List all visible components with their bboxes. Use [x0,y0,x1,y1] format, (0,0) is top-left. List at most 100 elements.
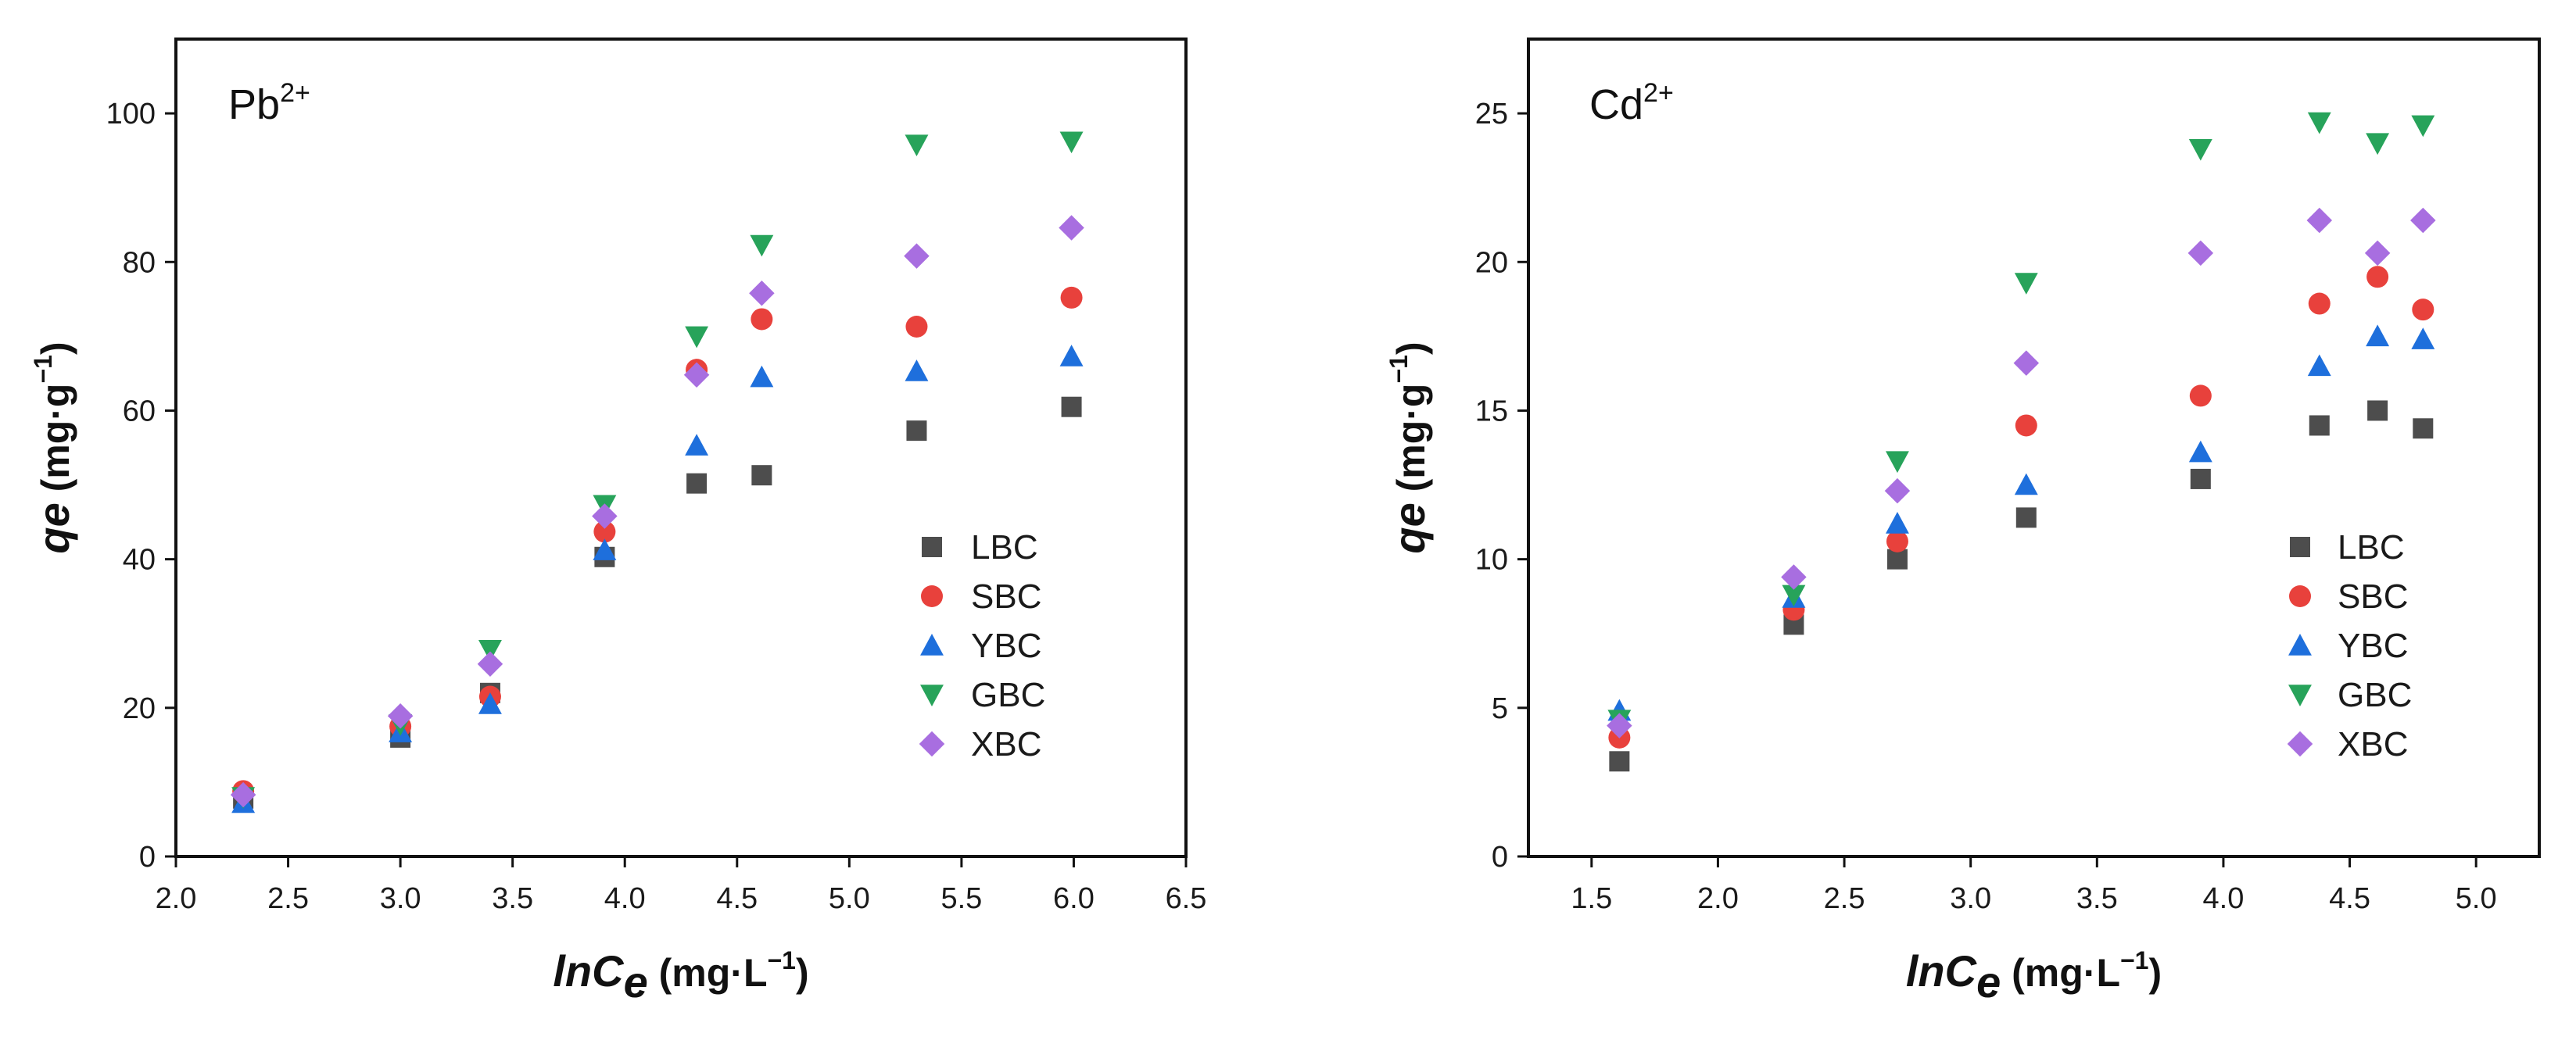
data-point [478,692,502,714]
x-tick-label: 2.5 [267,882,309,915]
legend-marker [2288,634,2312,656]
panel-title: Cd2+ [1589,78,1674,128]
data-point [2410,207,2436,234]
legend: LBC SBC YBC GBC XBC [919,528,1045,763]
data-point [230,781,256,808]
data-point [2188,440,2212,463]
data-point [2187,240,2214,266]
legend-marker [2287,731,2313,757]
data-point [478,639,502,662]
legend-label: SBC [2338,577,2408,616]
legend: LBC SBC YBC GBC XBC [2287,528,2412,763]
x-tick-label: 4.0 [2203,882,2245,915]
y-tick-label: 20 [1475,246,1508,279]
y-tick-label: 15 [1475,395,1508,427]
data-point [2014,273,2038,295]
data-point [750,234,774,257]
data-point [2013,350,2040,376]
data-point [2366,266,2389,288]
data-point [2307,112,2331,134]
data-point [2306,207,2333,234]
y-tick-label: 60 [123,395,156,427]
legend-marker [921,585,943,607]
data-point [905,359,929,381]
legend-marker [2290,537,2310,557]
y-tick-label: 0 [139,841,156,874]
data-point [1609,751,1630,772]
data-point [2367,400,2388,421]
legend-label: YBC [2338,627,2408,665]
x-tick-label: 4.5 [2329,882,2370,915]
data-point [905,134,929,156]
data-point [2413,418,2434,439]
data-point [2411,327,2435,349]
panel-title: Pb2+ [228,78,310,128]
data-point [593,538,617,560]
data-point [904,243,930,269]
legend-label: XBC [971,725,1041,763]
x-tick-label: 2.0 [1697,882,1739,915]
data-point [2188,139,2212,161]
legend-label: GBC [971,676,1045,714]
x-tick-label: 3.0 [1950,882,1991,915]
data-point [749,280,775,306]
data-point [2014,473,2038,495]
legend-label: LBC [971,528,1038,567]
data-point [1782,585,1806,607]
x-tick-label: 4.5 [716,882,758,915]
x-tick-label: 6.5 [1166,882,1207,915]
y-axis-title: qe (mg·g−1) [1385,341,1434,553]
data-point [750,365,774,388]
legend-label: YBC [971,627,1041,665]
data-point [1060,286,1083,309]
legend-marker [2289,585,2311,607]
y-tick-label: 80 [123,246,156,279]
y-axis-title: qe (mg·g−1) [29,341,78,553]
data-point [685,326,709,349]
data-point [685,434,709,456]
data-point [906,420,927,442]
x-tick-label: 5.0 [829,882,870,915]
data-point [1781,564,1807,590]
plot-frame [1527,38,2541,858]
series-YBC [231,345,1084,813]
x-tick-label: 2.0 [156,882,197,915]
x-tick-label: 5.0 [2456,882,2497,915]
x-tick-label: 3.5 [2076,882,2118,915]
x-tick-label: 4.0 [604,882,646,915]
y-tick-label: 25 [1475,98,1508,130]
legend-marker [920,685,944,706]
legend-label: SBC [971,577,1041,616]
series-XBC [1607,207,2436,738]
data-point [751,465,772,486]
data-point [593,520,616,543]
x-tick-label: 6.0 [1053,882,1095,915]
x-axis-title: lnCe (mg·L−1) [553,946,808,1006]
data-point [477,651,503,677]
legend-marker [2288,685,2312,706]
data-point [1607,713,1632,738]
data-point [2189,384,2212,407]
data-point [683,362,710,388]
data-point [2364,240,2391,266]
data-point [387,703,414,729]
data-point [1061,396,1082,417]
x-tick-label: 2.5 [1824,882,1865,915]
legend-marker [920,634,944,656]
data-point [2015,414,2037,437]
x-axis-title: lnCe (mg·L−1) [1906,946,2162,1006]
y-tick-label: 100 [106,98,156,130]
legend-marker [922,537,942,557]
x-tick-label: 3.5 [492,882,533,915]
data-point [2412,299,2434,321]
plot-frame [174,38,1188,858]
data-point [1059,345,1084,366]
data-point [2309,415,2330,436]
data-point [2366,133,2390,156]
data-point [1886,530,1908,552]
data-point [2308,292,2331,315]
data-point [2307,354,2331,377]
data-point [751,308,773,331]
y-tick-label: 5 [1492,692,1508,725]
data-point [686,473,708,494]
